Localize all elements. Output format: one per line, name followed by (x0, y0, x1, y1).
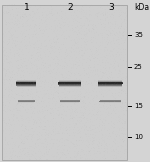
Text: 1: 1 (24, 3, 30, 12)
Bar (100, 100, 121, 101)
Bar (18, 100, 35, 101)
Bar (18, 102, 34, 103)
Bar (58, 82, 81, 83)
Bar (98, 86, 122, 87)
Bar (17, 80, 36, 81)
Bar (98, 81, 122, 82)
Bar (98, 80, 122, 81)
Bar (16, 85, 36, 86)
Text: 25: 25 (134, 64, 143, 70)
Bar (18, 101, 35, 102)
Bar (58, 85, 81, 86)
Bar (58, 84, 81, 85)
Bar (60, 100, 80, 101)
Text: 10: 10 (134, 134, 143, 140)
Bar (16, 81, 36, 82)
Bar (98, 82, 122, 83)
Bar (16, 82, 36, 83)
Bar (98, 84, 122, 85)
Bar (60, 100, 80, 101)
Text: 15: 15 (134, 103, 143, 109)
Bar (98, 81, 122, 82)
Bar (58, 81, 81, 82)
Bar (98, 83, 123, 84)
Bar (17, 86, 36, 87)
Bar (60, 102, 79, 103)
Bar (98, 82, 123, 83)
Bar (16, 82, 36, 83)
Bar (59, 86, 81, 87)
Bar (58, 83, 81, 84)
Bar (16, 83, 36, 84)
Bar (60, 101, 80, 102)
Text: 35: 35 (134, 32, 143, 38)
Bar (98, 85, 122, 86)
Bar (59, 80, 81, 81)
Bar (16, 84, 36, 85)
Bar (2, 5, 127, 160)
Bar (58, 81, 81, 82)
Bar (18, 100, 35, 101)
Bar (16, 81, 36, 82)
Bar (100, 100, 121, 101)
Text: kDa: kDa (134, 3, 149, 12)
Bar (100, 102, 121, 103)
Text: 3: 3 (108, 3, 114, 12)
Bar (58, 82, 81, 83)
Text: 2: 2 (68, 3, 73, 12)
Bar (99, 101, 121, 102)
